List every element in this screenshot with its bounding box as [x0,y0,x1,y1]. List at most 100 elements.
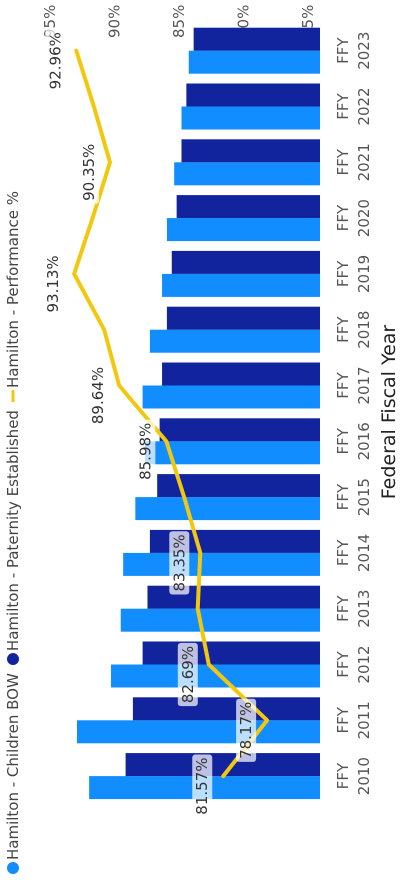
bar-paternity-established[interactable] [162,362,320,386]
x-tick-label-prefix: FFY [334,260,352,287]
x-tick-label-prefix: FFY [334,37,352,64]
data-label-background [169,531,190,595]
bar-paternity-established[interactable] [142,641,320,665]
bar-paternity-established[interactable] [193,27,320,51]
x-tick-label-year: 2011 [355,701,373,739]
data-label-background [88,363,109,428]
bar-paternity-established[interactable] [176,195,320,219]
bar-children-bow[interactable] [123,552,320,576]
bar-children-bow[interactable] [120,608,320,632]
y2-tick-label: 85% [170,5,188,38]
bar-children-bow[interactable] [77,720,320,744]
data-label-text: 92.96% [46,32,64,89]
performance-line [72,48,270,779]
data-label: 92.96% [45,29,66,93]
x-tick-label-prefix: FFY [334,371,352,398]
x-tick-label-prefix: FFY [334,92,352,119]
x-tick-label-year: 2022 [355,87,373,125]
bar-children-bow[interactable] [174,162,320,186]
x-tick-label-prefix: FFY [334,595,352,622]
data-label-text: 81.57% [193,757,211,814]
bar-children-bow[interactable] [111,664,320,688]
data-label-background [135,419,156,483]
bar-children-bow[interactable] [149,329,320,353]
legend-dot-marker [7,862,19,874]
data-label: 93.13% [43,252,64,316]
bar-children-bow[interactable] [145,441,320,465]
legend-label: Hamilton - Paternity Established [4,410,22,651]
x-tick-label-prefix: FFY [334,427,352,454]
performance-line-path[interactable] [72,48,270,779]
data-label-text: 90.35% [80,144,98,201]
data-label-text: 82.69% [179,646,197,703]
bar-children-bow[interactable] [162,273,320,297]
data-label: 78.17% [236,698,257,762]
data-label: 81.57% [192,754,213,818]
bar-paternity-established[interactable] [132,697,320,721]
bar-children-bow[interactable] [142,385,320,409]
bar-paternity-established[interactable] [149,529,320,553]
legend: Hamilton - Children BOW Hamilton - Patern… [4,191,22,874]
bar-paternity-established[interactable] [171,250,320,274]
bar-paternity-established[interactable] [125,753,320,777]
bar-children-bow[interactable] [188,50,320,74]
bar-paternity-established[interactable] [181,139,320,163]
bar-paternity-established[interactable] [147,585,320,609]
data-label-background [45,29,66,93]
x-tick-label-prefix: FFY [334,706,352,733]
x-tick-label-prefix: FFY [334,762,352,789]
data-label-background [177,642,198,707]
bar-paternity-established[interactable] [166,306,320,330]
data-label-text: 93.13% [44,255,62,312]
x-tick-label-year: 2015 [355,478,373,516]
x-tick-label-year: 2018 [355,311,373,349]
data-label-background [43,252,64,316]
legend-item[interactable]: Hamilton - Performance % [4,191,22,403]
data-label-text: 83.35% [170,534,188,591]
data-label: 82.69% [177,642,198,707]
data-label-background [236,698,257,762]
x-tick-label-prefix: FFY [334,204,352,231]
x-tick-label-year: 2017 [355,366,373,404]
data-label: 83.35% [169,531,190,595]
bar-paternity-established[interactable] [186,83,320,107]
x-tick-label-year: 2016 [355,422,373,460]
data-labels: 81.57% 78.17% 82.69% 83.35% 85.98% 89.64% 93.1… [43,29,257,818]
x-tick-label-year: 2013 [355,590,373,628]
bar-paternity-established[interactable] [157,474,320,498]
data-label: 85.98% [135,419,156,483]
x-tick-label-prefix: FFY [334,650,352,677]
data-label-text: 85.98% [136,423,154,480]
legend-dot-marker [7,653,19,666]
legend-item[interactable]: Hamilton - Paternity Established [4,410,22,666]
data-label: 90.35% [78,140,99,204]
x-tick-label-year: 2019 [355,255,373,293]
bar-children-bow[interactable] [181,106,320,130]
bars [77,27,321,800]
legend-label: Hamilton - Performance % [4,191,22,388]
data-label-background [192,754,213,818]
x-tick-label-prefix: FFY [334,539,352,566]
bar-paternity-established[interactable] [159,418,320,442]
y2-tick-label: 90% [106,5,124,38]
x-tick-label-prefix: FFY [334,148,352,175]
x-tick-label-prefix: FFY [334,483,352,510]
data-label-text: 78.17% [237,702,255,759]
legend-item[interactable]: Hamilton - Children BOW [4,673,22,874]
bar-children-bow[interactable] [135,497,320,521]
legend-label: Hamilton - Children BOW [4,673,22,860]
bar-children-bow[interactable] [166,218,320,242]
x-tick-label-year: 2014 [355,534,373,572]
x-tick-label-year: 2020 [355,199,373,237]
data-label-text: 89.64% [89,367,107,424]
x-tick-label-year: 2010 [355,757,373,795]
data-label: 89.64% [88,363,109,428]
x-tick-label-year: 2012 [355,645,373,683]
x-axis-title: Federal Fiscal Year [378,325,400,500]
x-tick-label-year: 2021 [355,143,373,181]
x-tick-label-year: 2023 [355,32,373,70]
